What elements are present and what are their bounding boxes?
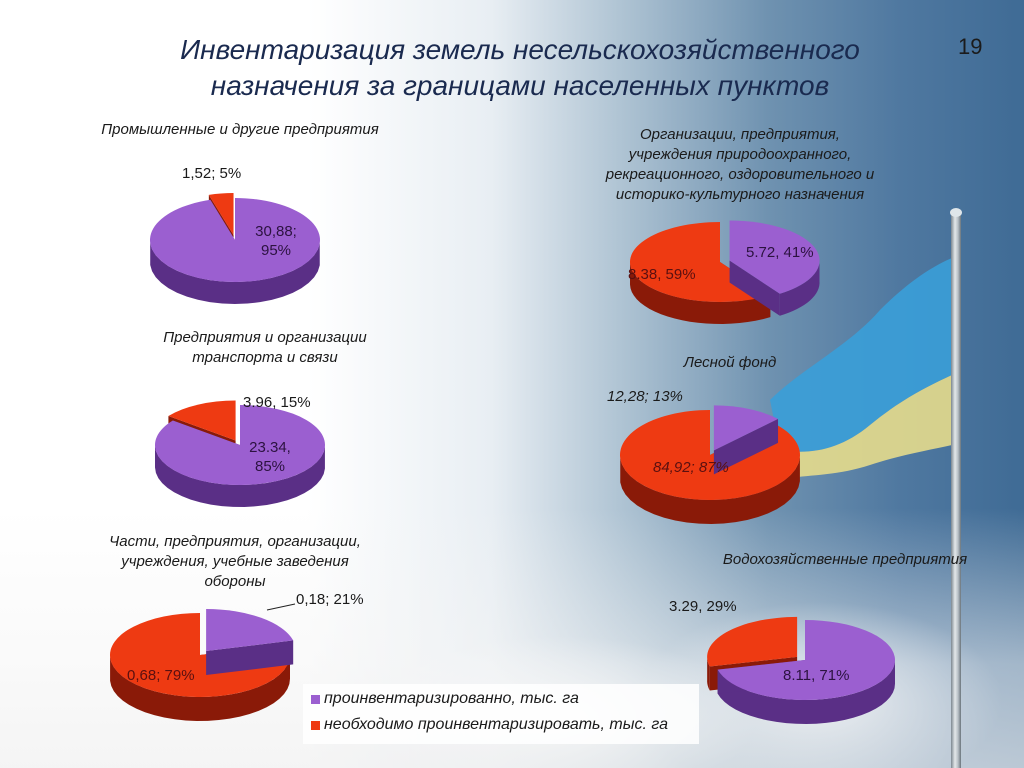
chart2-title-line3: рекреационного, оздоровительного и — [605, 166, 875, 183]
chart1-pie — [150, 193, 320, 304]
chart3-label-value: 23.34, — [249, 439, 291, 456]
chart1-label-value: 30,88; — [255, 223, 297, 240]
chart6-title: Водохозяйственные предприятия — [722, 551, 968, 568]
legend-label-inventoried: проинвентаризированно, тыс. га — [324, 690, 579, 707]
chart3-title-line1: Предприятия и организации — [163, 329, 367, 346]
chart3-title-line2: транспорта и связи — [192, 349, 338, 366]
chart6-label-to-inventory: 3.29, 29% — [669, 598, 737, 615]
chart5-title-line1: Части, предприятия, организации, — [109, 533, 361, 550]
chart-legend: проинвентаризированно, тыс. га необходим… — [303, 684, 699, 744]
legend-item-inventoried: проинвентаризированно, тыс. га — [311, 690, 579, 708]
chart1-title: Промышленные и другие предприятия — [101, 121, 379, 138]
chart5-title: Части, предприятия, организации, учрежде… — [80, 532, 390, 592]
slide-title: Инвентаризация земель несельскохозяйстве… — [100, 32, 940, 104]
chart2-label-inventoried: 5.72, 41% — [746, 244, 814, 261]
chart1-label-percent: 95% — [260, 242, 292, 259]
chart5-label-to-inventory: 0,68; 79% — [127, 667, 195, 684]
chart6-pie — [707, 616, 895, 724]
chart5-pie — [110, 609, 294, 721]
chart4-label-to-inventory: 84,92; 87% — [653, 459, 729, 476]
legend-swatch-red — [311, 720, 320, 730]
chart3-label-percent: 85% — [254, 458, 286, 475]
slide-title-line2: назначения за границами населенных пункт… — [210, 70, 830, 101]
legend-swatch-purple — [311, 694, 320, 704]
chart2-title: Организации, предприятия, учреждения при… — [570, 125, 910, 205]
slide-title-line1: Инвентаризация земель несельскохозяйстве… — [180, 34, 860, 65]
chart2-title-line1: Организации, предприятия, — [640, 126, 840, 143]
chart3-title: Предприятия и организации транспорта и с… — [120, 328, 410, 368]
flag-pole-top — [950, 208, 962, 217]
chart2-title-line4: историко-культурного назначения — [615, 186, 865, 203]
chart1-label-to-inventory: 1,52; 5% — [182, 165, 242, 182]
chart5-leader-line — [266, 603, 296, 611]
chart2-label-to-inventory: 8.38, 59% — [628, 266, 696, 283]
legend-label-to-inventory: необходимо проинвентаризировать, тыс. га — [324, 716, 668, 733]
chart2-title-line2: учреждения природоохранного, — [628, 146, 852, 163]
chart4-label-inventoried: 12,28; 13% — [607, 388, 683, 405]
chart1-label-inventoried: 30,88; 95% — [246, 222, 306, 260]
legend-item-to-inventory: необходимо проинвентаризировать, тыс. га — [311, 716, 668, 734]
chart3-pie — [154, 400, 325, 507]
flag-pole — [951, 214, 961, 768]
chart3-label-inventoried: 23.34, 85% — [240, 438, 300, 476]
chart4-title: Лесной фонд — [683, 354, 777, 371]
chart4-pie — [620, 405, 800, 524]
chart3-label-to-inventory: 3.96, 15% — [243, 394, 311, 411]
chart5-title-line3: обороны — [204, 573, 266, 590]
ukraine-flag-image — [770, 258, 952, 478]
chart5-label-inventoried: 0,18; 21% — [296, 591, 364, 608]
slide-number: 19 — [958, 34, 983, 59]
chart5-title-line2: учреждения, учебные заведения — [121, 553, 349, 570]
chart2-pie — [630, 220, 820, 324]
chart6-label-inventoried: 8.11, 71% — [783, 667, 850, 684]
